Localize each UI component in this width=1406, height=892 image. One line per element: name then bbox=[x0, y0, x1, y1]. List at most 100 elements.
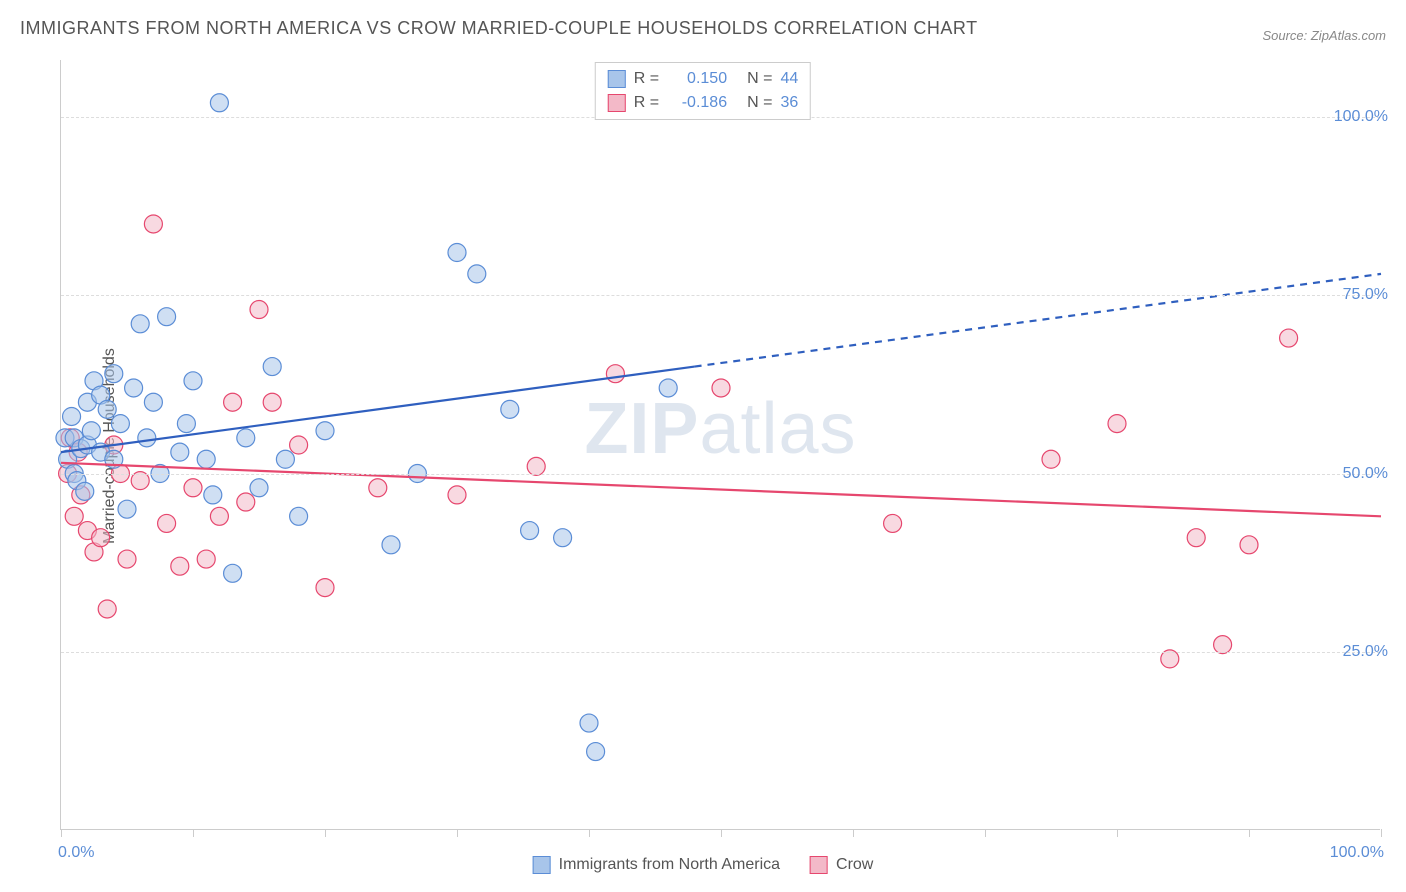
legend-series-label: Crow bbox=[836, 856, 873, 874]
x-tick bbox=[985, 829, 986, 837]
data-point bbox=[1187, 529, 1205, 547]
data-point bbox=[158, 514, 176, 532]
data-point bbox=[210, 94, 228, 112]
data-point bbox=[712, 379, 730, 397]
data-point bbox=[884, 514, 902, 532]
legend-n-label: N = bbox=[747, 91, 772, 115]
data-point bbox=[177, 415, 195, 433]
legend-r-value: -0.186 bbox=[667, 91, 727, 115]
legend-series: Immigrants from North America Crow bbox=[533, 856, 874, 874]
data-point bbox=[210, 507, 228, 525]
data-point bbox=[98, 600, 116, 618]
data-point bbox=[118, 550, 136, 568]
data-point bbox=[521, 522, 539, 540]
legend-series-label: Immigrants from North America bbox=[559, 856, 780, 874]
data-point bbox=[197, 550, 215, 568]
data-point bbox=[263, 393, 281, 411]
source-attribution: Source: ZipAtlas.com bbox=[1262, 28, 1386, 43]
data-point bbox=[184, 479, 202, 497]
data-point bbox=[554, 529, 572, 547]
data-point bbox=[316, 422, 334, 440]
data-point bbox=[448, 244, 466, 262]
x-tick bbox=[721, 829, 722, 837]
gridline bbox=[61, 474, 1380, 475]
legend-n-value: 36 bbox=[780, 91, 798, 115]
x-tick bbox=[853, 829, 854, 837]
data-point bbox=[118, 500, 136, 518]
x-tick bbox=[1117, 829, 1118, 837]
legend-series-item: Crow bbox=[810, 856, 873, 874]
data-point bbox=[98, 400, 116, 418]
data-point bbox=[1042, 450, 1060, 468]
legend-series-item: Immigrants from North America bbox=[533, 856, 780, 874]
x-tick bbox=[457, 829, 458, 837]
legend-r-label: R = bbox=[634, 91, 659, 115]
x-tick bbox=[193, 829, 194, 837]
legend-row: R = -0.186 N = 36 bbox=[608, 91, 798, 115]
legend-r-label: R = bbox=[634, 67, 659, 91]
data-point bbox=[65, 507, 83, 525]
legend-correlation: R = 0.150 N = 44 R = -0.186 N = 36 bbox=[595, 62, 811, 120]
data-point bbox=[250, 479, 268, 497]
data-point bbox=[587, 743, 605, 761]
legend-swatch bbox=[608, 70, 626, 88]
x-tick-100: 100.0% bbox=[1330, 844, 1384, 862]
data-point bbox=[290, 436, 308, 454]
data-point bbox=[580, 714, 598, 732]
data-point bbox=[448, 486, 466, 504]
legend-n-value: 44 bbox=[780, 67, 798, 91]
data-point bbox=[316, 579, 334, 597]
data-point bbox=[197, 450, 215, 468]
data-point bbox=[63, 407, 81, 425]
chart-svg bbox=[61, 60, 1380, 829]
y-tick-label: 100.0% bbox=[1334, 108, 1388, 126]
data-point bbox=[184, 372, 202, 390]
data-point bbox=[158, 308, 176, 326]
data-point bbox=[144, 215, 162, 233]
data-point bbox=[131, 315, 149, 333]
data-point bbox=[82, 422, 100, 440]
x-tick-0: 0.0% bbox=[58, 844, 94, 862]
data-point bbox=[204, 486, 222, 504]
data-point bbox=[111, 415, 129, 433]
data-point bbox=[224, 564, 242, 582]
data-point bbox=[659, 379, 677, 397]
x-tick bbox=[1249, 829, 1250, 837]
data-point bbox=[290, 507, 308, 525]
gridline bbox=[61, 295, 1380, 296]
data-point bbox=[171, 557, 189, 575]
x-tick bbox=[589, 829, 590, 837]
data-point bbox=[1108, 415, 1126, 433]
legend-r-value: 0.150 bbox=[667, 67, 727, 91]
gridline bbox=[61, 652, 1380, 653]
legend-row: R = 0.150 N = 44 bbox=[608, 67, 798, 91]
data-point bbox=[468, 265, 486, 283]
data-point bbox=[263, 358, 281, 376]
plot-area: ZIPatlas bbox=[60, 60, 1380, 830]
x-tick bbox=[61, 829, 62, 837]
trend-line-dashed bbox=[695, 274, 1381, 367]
data-point bbox=[138, 429, 156, 447]
data-point bbox=[606, 365, 624, 383]
data-point bbox=[92, 529, 110, 547]
data-point bbox=[382, 536, 400, 554]
legend-n-label: N = bbox=[747, 67, 772, 91]
data-point bbox=[369, 479, 387, 497]
data-point bbox=[237, 429, 255, 447]
data-point bbox=[1280, 329, 1298, 347]
chart-title: IMMIGRANTS FROM NORTH AMERICA VS CROW MA… bbox=[20, 18, 978, 39]
data-point bbox=[501, 400, 519, 418]
y-tick-label: 25.0% bbox=[1343, 643, 1388, 661]
data-point bbox=[276, 450, 294, 468]
data-point bbox=[144, 393, 162, 411]
legend-swatch bbox=[810, 856, 828, 874]
data-point bbox=[171, 443, 189, 461]
y-tick-label: 75.0% bbox=[1343, 286, 1388, 304]
data-point bbox=[224, 393, 242, 411]
x-tick bbox=[1381, 829, 1382, 837]
legend-swatch bbox=[533, 856, 551, 874]
data-point bbox=[125, 379, 143, 397]
legend-swatch bbox=[608, 94, 626, 112]
x-tick bbox=[325, 829, 326, 837]
data-point bbox=[237, 493, 255, 511]
